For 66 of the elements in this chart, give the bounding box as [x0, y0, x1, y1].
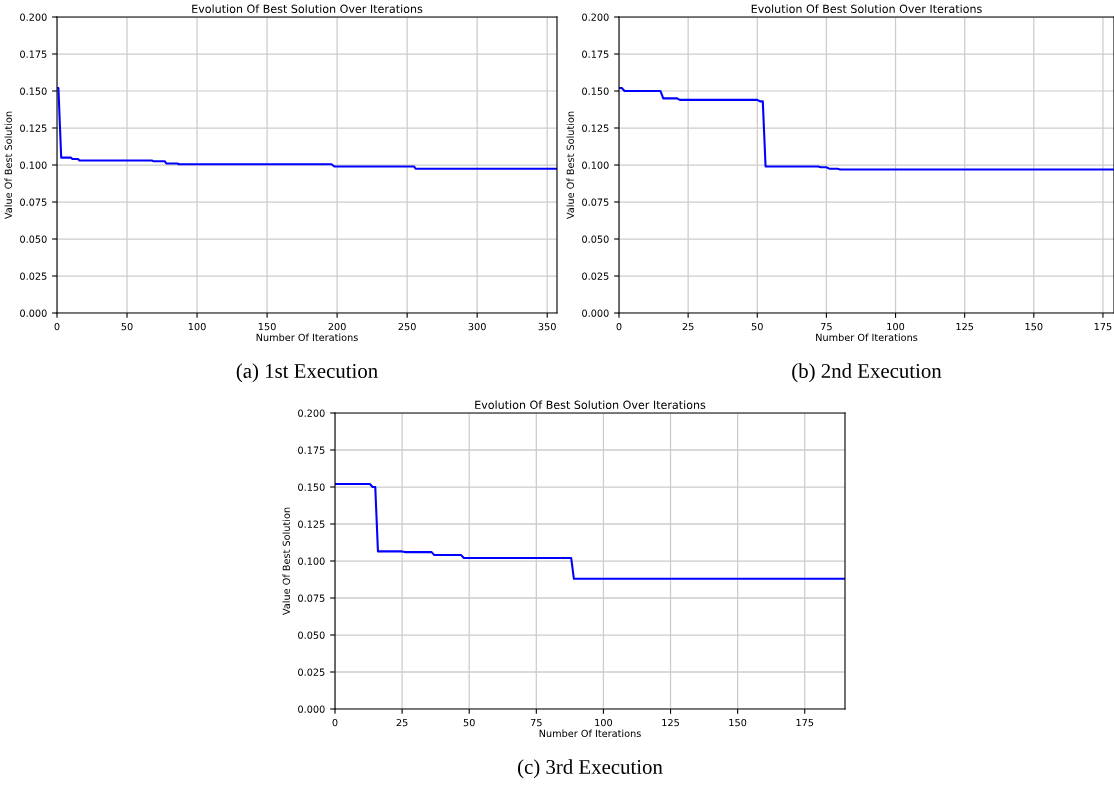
- text: (b) 2nd Execution: [792, 363, 942, 383]
- x-axis-title: Number Of Iterations: [816, 333, 918, 342]
- y-axis-title: Value Of Best Solution: [282, 507, 291, 616]
- y-tick-label: 0.025: [298, 668, 325, 676]
- text: (c) 3rd Execution: [518, 759, 663, 779]
- y-tick-label: 0.075: [298, 594, 325, 602]
- y-tick-label: 0.125: [582, 124, 609, 132]
- x-tick-label: 50: [463, 718, 475, 727]
- y-tick-label: 0.100: [298, 557, 325, 565]
- line-series: [619, 87, 1114, 171]
- x-tick-label: 125: [662, 718, 679, 727]
- y-tick-label: 0.100: [20, 161, 47, 169]
- y-tick-label: 0.075: [20, 198, 47, 206]
- x-tick-label: 200: [328, 322, 346, 331]
- y-tick-label: 0.000: [582, 309, 609, 317]
- x-tick-label: 0: [616, 322, 622, 331]
- y-tick-label: 0.125: [298, 520, 325, 528]
- chart-title: Evolution Of Best Solution Over Iterations: [751, 4, 982, 13]
- y-tick-label: 0.000: [298, 705, 325, 713]
- y-tick-label: 0.200: [298, 409, 325, 417]
- y-axis-title: Value Of Best Solution: [4, 111, 13, 220]
- y-axis-title: Value Of Best Solution: [566, 111, 575, 220]
- y-tick-label: 0.050: [582, 235, 609, 243]
- x-tick-label: 50: [751, 322, 763, 331]
- x-tick-label: 75: [530, 719, 542, 727]
- y-tick-label: 0.150: [298, 483, 325, 491]
- y-tick-label: 0.100: [582, 161, 609, 169]
- x-tick-label: 350: [538, 322, 556, 331]
- x-tick-label: 0: [332, 718, 338, 727]
- x-tick-label: 0: [54, 322, 60, 331]
- chart-title: Evolution Of Best Solution Over Iterations: [475, 400, 706, 409]
- y-tick-label: 0.175: [298, 446, 325, 454]
- y-tick-label: 0.200: [582, 13, 609, 21]
- x-tick-label: 175: [1094, 323, 1112, 331]
- x-tick-label: 175: [796, 719, 814, 727]
- x-tick-label: 250: [398, 322, 416, 331]
- x-tick-label: 125: [956, 322, 974, 331]
- line-series: [335, 483, 845, 580]
- y-tick-label: 0.150: [582, 87, 609, 95]
- y-tick-label: 0.050: [20, 235, 47, 243]
- x-tick-label: 100: [887, 322, 905, 331]
- x-tick-label: 25: [682, 322, 694, 331]
- x-axis-title: Number Of Iterations: [256, 333, 358, 342]
- x-tick-label: 150: [729, 718, 747, 727]
- y-tick-label: 0.175: [582, 50, 609, 58]
- y-tick-label: 0.150: [20, 87, 47, 95]
- x-axis-title: Number Of Iterations: [539, 729, 641, 738]
- y-tick-label: 0.050: [298, 631, 325, 639]
- x-tick-label: 100: [595, 718, 613, 727]
- x-tick-label: 300: [468, 322, 486, 331]
- y-tick-label: 0.025: [582, 272, 609, 280]
- x-tick-label: 150: [258, 322, 276, 331]
- y-tick-label: 0.025: [20, 272, 47, 280]
- x-tick-label: 100: [188, 322, 206, 331]
- y-tick-label: 0.175: [20, 50, 47, 58]
- x-tick-label: 50: [121, 322, 133, 331]
- y-tick-label: 0.075: [582, 198, 609, 206]
- x-tick-label: 75: [821, 323, 832, 331]
- chart-title: Evolution Of Best Solution Over Iterations: [192, 4, 423, 13]
- y-tick-label: 0.125: [20, 124, 47, 132]
- y-tick-label: 0.000: [20, 309, 47, 317]
- line-series: [57, 87, 557, 170]
- x-tick-label: 150: [1025, 322, 1043, 331]
- text: (a) 1st Execution: [236, 363, 378, 383]
- x-tick-label: 25: [396, 718, 408, 727]
- y-tick-label: 0.200: [20, 13, 47, 21]
